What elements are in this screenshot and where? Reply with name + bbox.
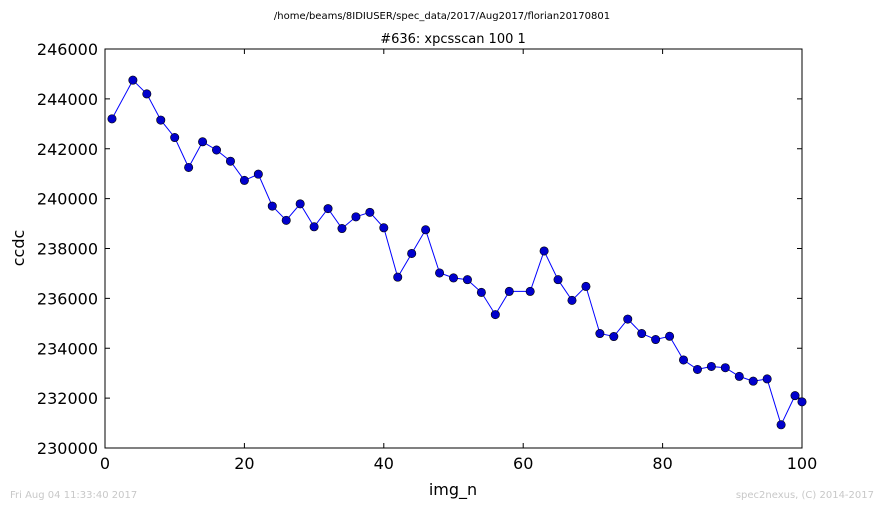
y-tick-label: 242000 bbox=[37, 140, 98, 159]
data-point bbox=[553, 275, 563, 285]
data-point bbox=[267, 201, 277, 211]
data-point bbox=[142, 89, 152, 99]
data-point bbox=[762, 374, 772, 384]
x-axis-label: img_n bbox=[429, 480, 477, 500]
data-point bbox=[239, 175, 249, 185]
x-tick-label: 100 bbox=[787, 454, 818, 473]
x-tick-label: 0 bbox=[100, 454, 110, 473]
x-tick-label: 40 bbox=[374, 454, 394, 473]
y-tick-label: 238000 bbox=[37, 240, 98, 259]
data-point bbox=[734, 371, 744, 381]
data-point bbox=[295, 199, 305, 209]
data-point bbox=[184, 162, 194, 172]
data-point bbox=[539, 246, 549, 256]
data-point bbox=[623, 314, 633, 324]
data-point bbox=[790, 391, 800, 401]
data-point bbox=[379, 223, 389, 233]
data-point bbox=[323, 204, 333, 214]
data-point bbox=[225, 156, 235, 166]
file-path-header: /home/beams/8IDIUSER/spec_data/2017/Aug2… bbox=[274, 11, 610, 22]
y-axis: 230000 232000 234000 236000 238000 240000 2420… bbox=[37, 40, 802, 458]
chart-title: #636: xpcsscan 100 1 bbox=[380, 32, 526, 47]
data-point bbox=[637, 329, 647, 339]
data-point bbox=[706, 361, 716, 371]
y-tick-label: 246000 bbox=[37, 40, 98, 59]
data-point bbox=[421, 225, 431, 235]
y-tick-label: 234000 bbox=[37, 339, 98, 358]
data-point bbox=[351, 212, 361, 222]
x-tick-label: 80 bbox=[652, 454, 672, 473]
x-tick-label: 60 bbox=[513, 454, 533, 473]
data-point bbox=[692, 364, 702, 374]
y-tick-label: 230000 bbox=[37, 439, 98, 458]
data-point bbox=[748, 376, 758, 386]
data-point bbox=[253, 169, 263, 179]
data-point bbox=[665, 331, 675, 341]
data-point bbox=[448, 273, 458, 283]
y-tick-label: 240000 bbox=[37, 190, 98, 209]
data-point bbox=[337, 224, 347, 234]
data-point bbox=[720, 363, 730, 373]
data-point bbox=[476, 287, 486, 297]
data-point bbox=[595, 329, 605, 339]
data-point bbox=[651, 335, 661, 345]
data-point bbox=[107, 114, 117, 124]
data-point bbox=[365, 207, 375, 217]
data-point bbox=[156, 115, 166, 125]
data-point bbox=[462, 275, 472, 285]
plot-area-frame bbox=[104, 48, 803, 449]
series-ccdc bbox=[107, 75, 807, 430]
data-point bbox=[407, 248, 417, 258]
data-point bbox=[212, 145, 222, 155]
data-point bbox=[128, 75, 138, 85]
data-point bbox=[198, 137, 208, 147]
data-point bbox=[309, 222, 319, 232]
data-point bbox=[393, 272, 403, 282]
y-tick-label: 236000 bbox=[37, 289, 98, 308]
y-axis-label: ccdc bbox=[9, 230, 28, 267]
data-point bbox=[581, 281, 591, 291]
data-point bbox=[525, 286, 535, 296]
data-point bbox=[504, 286, 514, 296]
data-point bbox=[776, 420, 786, 430]
data-point bbox=[281, 215, 291, 225]
x-axis: 0 20 40 60 80 100 bbox=[100, 49, 817, 473]
data-point bbox=[435, 268, 445, 278]
data-point bbox=[170, 133, 180, 143]
data-point bbox=[679, 355, 689, 365]
x-tick-label: 20 bbox=[234, 454, 254, 473]
data-point bbox=[567, 295, 577, 305]
y-tick-label: 244000 bbox=[37, 90, 98, 109]
data-point bbox=[797, 397, 807, 407]
data-point bbox=[609, 332, 619, 342]
data-point bbox=[490, 310, 500, 320]
footer-timestamp: Fri Aug 04 11:33:40 2017 bbox=[10, 490, 137, 501]
footer-credit: spec2nexus, (C) 2014-2017 bbox=[736, 490, 874, 501]
y-tick-label: 232000 bbox=[37, 389, 98, 408]
